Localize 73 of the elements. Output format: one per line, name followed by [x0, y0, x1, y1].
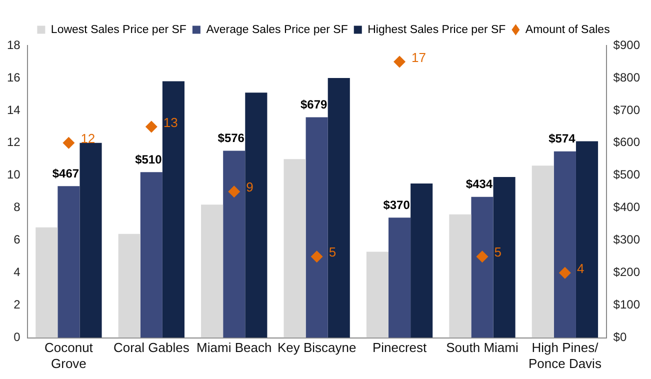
data-label: 12	[80, 131, 96, 146]
bar	[284, 159, 306, 338]
point	[145, 120, 158, 133]
y-tick-label: 16	[6, 70, 21, 84]
data-label: 17	[412, 50, 426, 65]
bar	[449, 214, 472, 338]
data-label: $370	[383, 198, 410, 212]
bar	[223, 150, 246, 338]
bar	[532, 166, 554, 338]
point	[476, 250, 488, 263]
data-label: $467	[52, 166, 80, 180]
bar	[410, 184, 433, 338]
legend-label: Amount of Sales	[525, 24, 610, 36]
y2-tick-label: $200	[613, 265, 640, 280]
bar	[118, 234, 140, 338]
y-tick-label: 2	[14, 298, 21, 312]
y-tick-label: 8	[14, 200, 21, 214]
y2-tick-label: $0	[613, 330, 627, 344]
point	[62, 136, 75, 149]
point	[558, 266, 571, 279]
data-label: $574	[548, 132, 576, 146]
data-label: 13	[163, 114, 178, 130]
data-label: $510	[135, 152, 162, 166]
bar	[140, 172, 162, 338]
x-tick-label: High Pines/ Ponce Davis	[528, 340, 602, 371]
y-tick-label: 10	[6, 168, 21, 182]
legend-label: Highest Sales Price per SF	[368, 24, 506, 36]
x-tick-label: Key Biscayne	[277, 340, 356, 356]
bar	[576, 141, 598, 338]
x-tick-label: Miami Beach	[196, 340, 272, 356]
x-tick-label: Coral Gables	[113, 340, 190, 356]
y2-tick-label: $500	[613, 168, 640, 182]
y2-tick-label: $900	[613, 38, 640, 52]
bar	[80, 142, 102, 338]
x-tick-label: Pinecrest	[372, 340, 428, 356]
x-tick-label: South Miami	[446, 340, 518, 356]
data-label: $434	[466, 177, 493, 192]
y-tick-label: 12	[6, 135, 21, 150]
bar	[388, 218, 411, 338]
bar	[162, 81, 184, 338]
y2-tick-label: $600	[613, 135, 640, 150]
bar	[493, 177, 516, 338]
data-label: 5	[328, 244, 336, 260]
data-label: $679	[300, 98, 328, 112]
bar	[366, 252, 389, 338]
bar	[201, 204, 224, 338]
bar	[36, 227, 58, 338]
point	[310, 250, 323, 263]
data-label: $576	[218, 131, 245, 146]
bar	[554, 151, 576, 338]
data-label: 5	[494, 244, 502, 260]
y-tick-label: 0	[14, 330, 21, 344]
legend-label: Lowest Sales Price per SF	[50, 24, 186, 36]
x-tick-label: Coconut Grove	[44, 340, 94, 371]
legend-label: Average Sales Price per SF	[206, 24, 348, 36]
bar	[306, 117, 328, 338]
y2-tick-label: $300	[613, 232, 640, 247]
point	[394, 56, 406, 68]
y2-tick-label: $800	[613, 70, 640, 84]
y-tick-label: 18	[6, 38, 21, 52]
y-tick-label: 6	[14, 232, 21, 247]
y-tick-label: 4	[14, 265, 21, 280]
data-label: 4	[576, 260, 584, 276]
bar	[471, 196, 494, 338]
bar	[58, 186, 80, 338]
y2-tick-label: $400	[613, 200, 640, 214]
data-label: 9	[246, 180, 254, 195]
bar	[245, 92, 268, 338]
y2-tick-label: $100	[613, 298, 640, 312]
y2-tick-label: $700	[613, 102, 640, 117]
point	[228, 186, 240, 198]
bar	[328, 78, 350, 338]
y-tick-label: 14	[6, 102, 21, 117]
